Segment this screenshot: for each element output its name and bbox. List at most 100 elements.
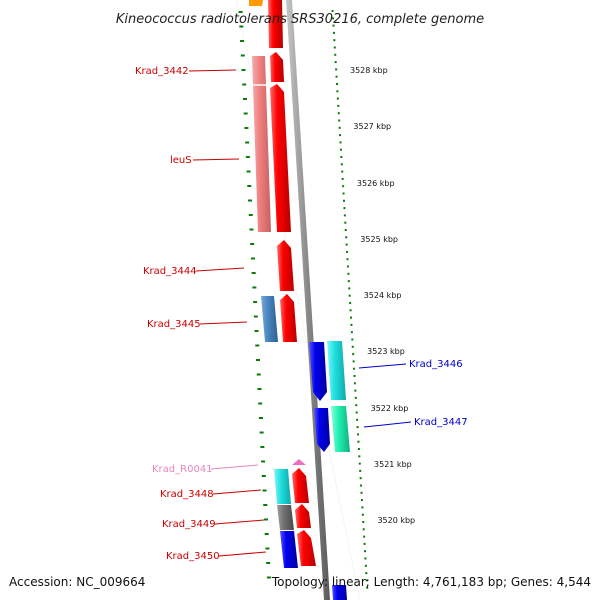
ring-dot [346, 265, 349, 268]
label-leader-line [218, 551, 267, 557]
ring-dot [357, 433, 360, 436]
ring-dot [361, 513, 364, 516]
tick-label: 3520 kbp [377, 516, 415, 525]
gene-label[interactable]: Krad_3447 [414, 417, 468, 428]
ring-dot [335, 83, 338, 85]
gene-label[interactable]: Krad_3448 [160, 489, 214, 500]
dotted-ring-right [331, 10, 369, 589]
ring-dot [351, 345, 354, 348]
gene-arrow-krad3447 [314, 408, 330, 452]
tick-label: 3521 kbp [374, 460, 412, 469]
gene-label[interactable]: Krad_3444 [143, 266, 197, 277]
ring-dot [350, 331, 353, 334]
ring-dot [357, 440, 360, 443]
gene-labels: Krad_3442 leuS Krad_3444 Krad_3445 Krad_3446… [135, 66, 468, 562]
tick-label: 3527 kbp [353, 122, 391, 131]
ring-dot [342, 192, 345, 195]
ring-dot [342, 199, 345, 202]
ring-dot [356, 426, 359, 429]
ring-dot [358, 462, 361, 465]
ring-dot [364, 557, 367, 560]
ring-dot [353, 375, 356, 377]
ring-dot [348, 294, 351, 297]
gene-arrow-krad3444 [277, 240, 294, 291]
gene-arrow-krad3448 [292, 468, 309, 503]
ring-dot [333, 46, 336, 49]
ring-dot [332, 17, 335, 20]
ring-dot [343, 214, 346, 217]
tick-label: 3528 kbp [350, 66, 388, 75]
ring-dot [359, 469, 362, 472]
ring-dot [342, 185, 345, 188]
genome-backbone [286, 0, 330, 600]
cog-bar-cyan-right [327, 341, 346, 400]
tick-label: 3523 kbp [367, 347, 405, 356]
ring-dot [366, 586, 369, 589]
ring-dot [354, 389, 357, 392]
ring-dot [361, 506, 364, 509]
ring-dot [339, 141, 342, 144]
cog-bar-steelblue [261, 296, 278, 342]
label-leader-line [210, 464, 259, 470]
ring-dot [339, 148, 342, 151]
ring-dot [343, 207, 346, 210]
ring-dot [359, 477, 362, 480]
gene-label[interactable]: Krad_R0041 [152, 464, 213, 475]
reverse-genes [309, 341, 350, 600]
ring-dot [348, 287, 351, 290]
ring-dot [351, 338, 354, 341]
gene-label[interactable]: leuS [170, 155, 192, 166]
ring-dot [341, 177, 344, 180]
ring-dot [357, 448, 360, 450]
cog-bar-gray [277, 505, 294, 530]
gene-label[interactable]: Krad_3446 [409, 359, 463, 370]
ring-dot [349, 316, 352, 319]
ring-dot [338, 126, 341, 129]
tick-label: 3526 kbp [357, 179, 395, 188]
label-leader-line [192, 158, 240, 161]
topology-summary: Topology: linear; Length: 4,761,183 bp; … [271, 575, 591, 589]
gene-label[interactable]: Krad_3449 [162, 519, 216, 530]
ring-dot [365, 579, 368, 582]
ring-dot [352, 360, 355, 363]
label-leader-line [188, 69, 237, 72]
label-leader-line [358, 363, 407, 369]
ring-dot [363, 535, 366, 538]
tick-label: 3522 kbp [371, 404, 409, 413]
gene-label[interactable]: Krad_3445 [147, 319, 201, 330]
tick-label: 3525 kbp [360, 235, 398, 244]
ring-dot [360, 484, 363, 487]
ring-dot [344, 221, 347, 224]
ring-dot [334, 61, 337, 64]
ring-dot [364, 550, 367, 553]
ring-dot [336, 97, 339, 100]
ring-dot [345, 243, 348, 246]
ring-dot [362, 528, 365, 531]
ring-dot [337, 112, 340, 115]
position-ticks: 3528 kbp 3527 kbp 3526 kbp 3525 kbp 3524 kbp… [350, 66, 415, 525]
gene-arrow-krad3442 [270, 52, 284, 82]
ring-dot [358, 455, 361, 458]
ring-dot [337, 104, 340, 107]
gene-arrow-krad3450 [297, 530, 316, 566]
ring-dot [340, 156, 343, 158]
gene-arrow-bottom-blue [332, 585, 347, 600]
label-leader-line [363, 421, 412, 428]
gene-label[interactable]: Krad_3450 [166, 551, 220, 562]
cog-track [252, 56, 298, 568]
ring-dot [332, 24, 335, 27]
forward-genes [268, 0, 316, 566]
cog-bar-seagreen-right [331, 406, 350, 452]
ring-dot [341, 170, 344, 173]
ring-dot [345, 236, 348, 239]
gene-label[interactable]: Krad_3442 [135, 66, 189, 77]
ring-dot [363, 542, 366, 545]
ring-dot [353, 367, 356, 370]
ring-dot [340, 163, 343, 166]
accession-text: Accession: NC_009664 [9, 575, 145, 589]
ring-dot [344, 229, 347, 231]
ring-dot [347, 280, 350, 283]
gene-arrow-krad3446 [309, 342, 327, 401]
label-leader-line [212, 489, 262, 495]
cog-bar-cyan [274, 469, 291, 504]
